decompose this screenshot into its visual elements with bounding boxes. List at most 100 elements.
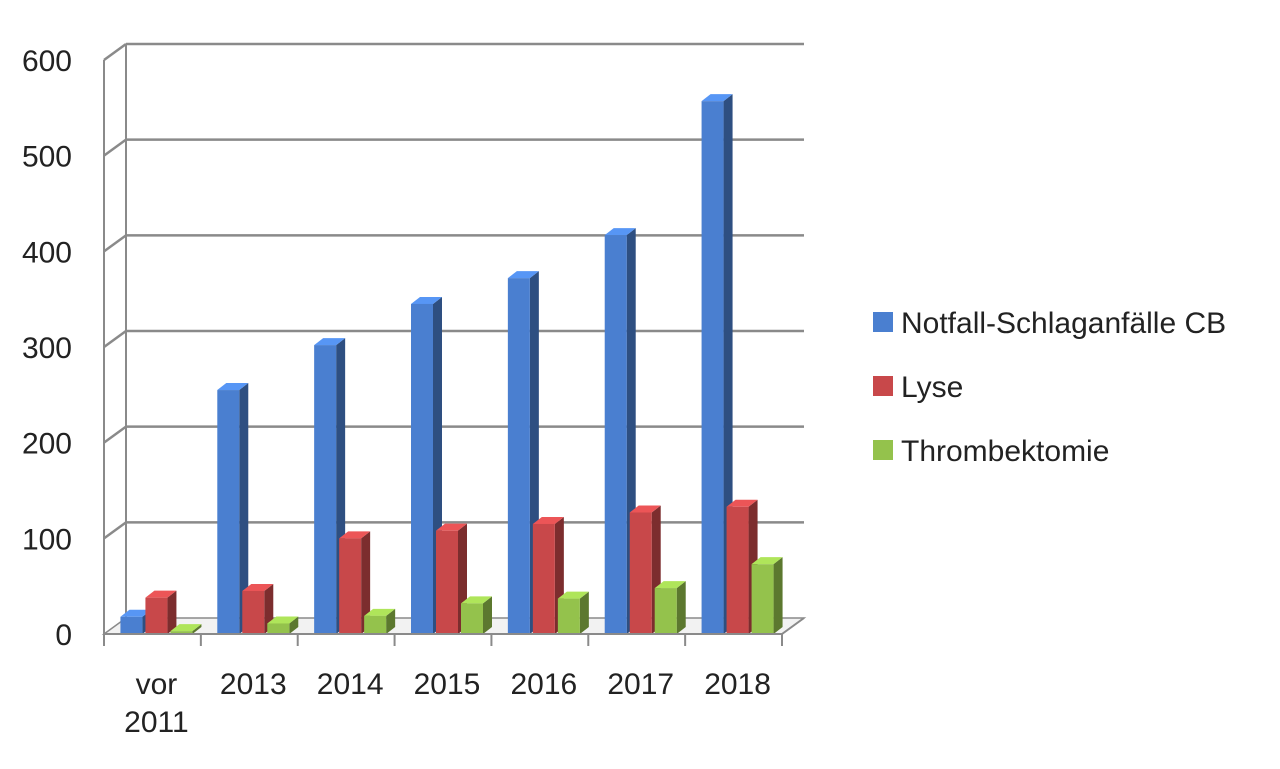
bar-top xyxy=(411,296,442,304)
legend-label: Lyse xyxy=(901,371,963,404)
bar-top xyxy=(145,590,177,598)
legend-label: Notfall-Schlaganfälle CB xyxy=(901,307,1226,340)
gridline-side-600 xyxy=(103,42,127,62)
bar xyxy=(701,94,733,635)
y-tick-label: 400 xyxy=(22,236,72,269)
bar xyxy=(532,516,564,634)
bar-front xyxy=(411,303,433,634)
y-tick-label: 200 xyxy=(22,428,72,461)
bar-side xyxy=(361,531,371,634)
bar-front xyxy=(364,615,387,634)
x-tick-label: 2016 xyxy=(510,668,577,701)
bar-top xyxy=(654,581,686,589)
bar-top xyxy=(170,624,202,632)
bar-front xyxy=(701,101,724,635)
bar-top xyxy=(532,516,564,524)
legend-swatch xyxy=(873,440,893,460)
bar xyxy=(751,557,783,634)
bar-top xyxy=(751,557,783,565)
legend-item: Thrombektomie xyxy=(873,435,1109,468)
bar xyxy=(507,271,539,634)
gridlines xyxy=(103,42,804,540)
bar xyxy=(170,624,202,634)
bar-top xyxy=(507,271,539,279)
bar xyxy=(217,383,249,634)
gridline-side-100 xyxy=(103,521,127,540)
bar-side xyxy=(289,616,299,634)
legend-item: Notfall-Schlaganfälle CB xyxy=(873,307,1226,340)
y-tick-label: 0 xyxy=(55,619,72,652)
bar xyxy=(120,609,152,634)
bar-front xyxy=(557,598,580,634)
x-tick-label: 2014 xyxy=(317,668,384,701)
y-tick-label: 300 xyxy=(22,332,72,365)
bar-front xyxy=(120,616,143,634)
bar-top xyxy=(461,596,492,604)
bar-front xyxy=(242,590,265,634)
x-tick-label: 2018 xyxy=(704,668,771,701)
bar-side xyxy=(676,581,686,634)
bar xyxy=(654,581,686,634)
bar-side xyxy=(192,624,202,634)
bar-front xyxy=(145,597,168,634)
bar-front xyxy=(507,278,530,634)
bar-front xyxy=(267,623,290,634)
bar-front xyxy=(532,523,555,634)
bar-top xyxy=(604,228,636,236)
x-axis: vor 2011 2013 2014 2015 2016 2017 2018 xyxy=(103,617,805,739)
gridline-side-500 xyxy=(103,138,127,157)
bar-top xyxy=(267,616,299,624)
legend-swatch xyxy=(873,376,893,396)
bar-side xyxy=(723,94,733,635)
legend-item: Lyse xyxy=(873,371,963,404)
bar-side xyxy=(386,608,396,634)
gridline-side-200 xyxy=(103,425,127,444)
bar xyxy=(461,596,492,634)
x-tick-label: 2015 xyxy=(414,668,481,701)
bar xyxy=(436,523,467,634)
bar-front xyxy=(314,345,337,634)
bars xyxy=(120,94,783,635)
bar-front xyxy=(726,506,749,634)
bar-front xyxy=(436,530,458,634)
x-axis-depth-edge xyxy=(781,617,805,635)
gridline-side-300 xyxy=(103,329,127,349)
bar-front xyxy=(339,538,362,634)
bar-top xyxy=(217,383,249,391)
x-tick-label: 2017 xyxy=(607,668,674,701)
y-tick-label: 500 xyxy=(22,141,72,174)
y-tick-label: 100 xyxy=(22,523,72,556)
bar-side xyxy=(167,590,177,634)
bar xyxy=(339,531,371,634)
bar-top xyxy=(436,523,467,531)
bar-front xyxy=(604,235,627,634)
y-axis: 0 100 200 300 400 500 600 xyxy=(22,45,72,652)
bar-front xyxy=(654,588,677,634)
bar-front xyxy=(170,631,193,634)
bar xyxy=(557,591,589,634)
bar-top xyxy=(557,591,589,599)
y-tick-label: 600 xyxy=(22,45,72,78)
bar-top xyxy=(726,499,758,507)
bar-top xyxy=(629,505,661,513)
bar-top xyxy=(701,94,733,102)
bar-top xyxy=(339,531,371,539)
bar-side xyxy=(773,557,783,634)
bar-top xyxy=(242,583,274,591)
bar xyxy=(364,608,396,634)
x-tick-label: vor 2011 xyxy=(124,668,189,739)
bar-top xyxy=(120,609,152,617)
bar-front xyxy=(217,390,240,634)
legend-label: Thrombektomie xyxy=(901,435,1109,468)
bar-front xyxy=(461,603,483,634)
bar xyxy=(145,590,177,634)
legend-swatch xyxy=(873,312,893,332)
bar-top xyxy=(314,338,346,346)
bar-front xyxy=(751,564,774,634)
bar-front xyxy=(629,512,652,634)
gridline-side-400 xyxy=(103,234,127,253)
bar-top xyxy=(364,608,396,616)
bar xyxy=(267,616,299,634)
x-tick-label: 2013 xyxy=(220,668,287,701)
bar-side xyxy=(239,383,249,634)
